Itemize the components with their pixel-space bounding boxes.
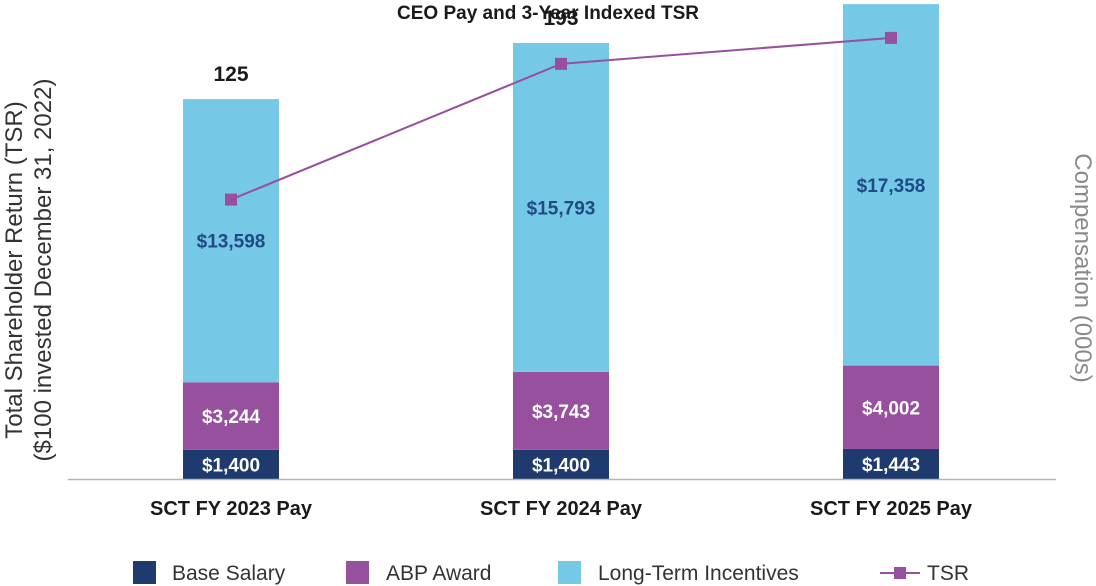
data-label-base-salary-2: $1,400 (532, 455, 590, 476)
legend-label-abp-award: ABP Award (386, 562, 491, 585)
left-axis-label-line2: ($100 invested December 31, 2022) (30, 79, 57, 462)
data-label-abp-award-3: $4,002 (862, 398, 920, 419)
bar-base-salary-3 (843, 448, 939, 479)
x-tick-label-2: SCT FY 2024 Pay (480, 498, 643, 520)
bar-abp-award-3 (843, 365, 939, 449)
legend: Base Salary ABP Award Long-Term Incentiv… (133, 561, 969, 585)
data-label-long-term-incentives-3: $17,358 (857, 176, 926, 197)
data-label-base-salary-3: $1,443 (862, 455, 920, 476)
data-label-long-term-incentives-2: $15,793 (527, 198, 596, 219)
tsr-point-2 (555, 57, 567, 70)
legend-label-long-term-incentives: Long-Term Incentives (598, 562, 799, 585)
right-axis-label: Compensation (000s) (1069, 153, 1096, 382)
tsr-point-3 (885, 31, 897, 44)
bar-base-salary-2 (513, 449, 609, 479)
bars-group: $1,400 $3,244 $13,598 $1,400 $3,743 $15,793 $1… (183, 4, 939, 479)
legend-marker-tsr (894, 567, 906, 579)
data-label-long-term-incentives-1: $13,598 (197, 232, 266, 253)
x-tick-label-3: SCT FY 2025 Pay (810, 498, 973, 520)
legend-swatch-abp-award (346, 561, 369, 584)
bar-abp-award-1 (183, 382, 279, 450)
data-label-abp-award-2: $3,743 (532, 402, 590, 423)
bar-long-term-incentives-1 (183, 99, 279, 383)
bar-abp-award-2 (513, 371, 609, 450)
legend-label-base-salary: Base Salary (172, 562, 286, 585)
legend-swatch-long-term-incentives (558, 561, 581, 584)
legend-label-tsr: TSR (927, 562, 969, 585)
bar-base-salary-1 (183, 449, 279, 479)
tsr-layer: 125193206 (213, 7, 897, 206)
data-label-abp-award-1: $3,244 (202, 407, 261, 428)
bar-long-term-incentives-2 (513, 42, 609, 372)
data-label-base-salary-1: $1,400 (202, 455, 260, 476)
bar-long-term-incentives-3 (843, 4, 939, 366)
category-labels: SCT FY 2023 Pay SCT FY 2024 Pay SCT FY 202… (150, 498, 973, 520)
left-axis-label-line1: Total Shareholder Return (TSR) (1, 101, 28, 438)
x-tick-label-1: SCT FY 2023 Pay (150, 498, 313, 520)
tsr-label-1: 125 (213, 63, 248, 86)
tsr-point-1 (225, 193, 237, 206)
tsr-label-2: 193 (543, 7, 578, 30)
chart-title: CEO Pay and 3-Year Indexed TSR (397, 3, 699, 24)
legend-swatch-base-salary (133, 561, 156, 584)
